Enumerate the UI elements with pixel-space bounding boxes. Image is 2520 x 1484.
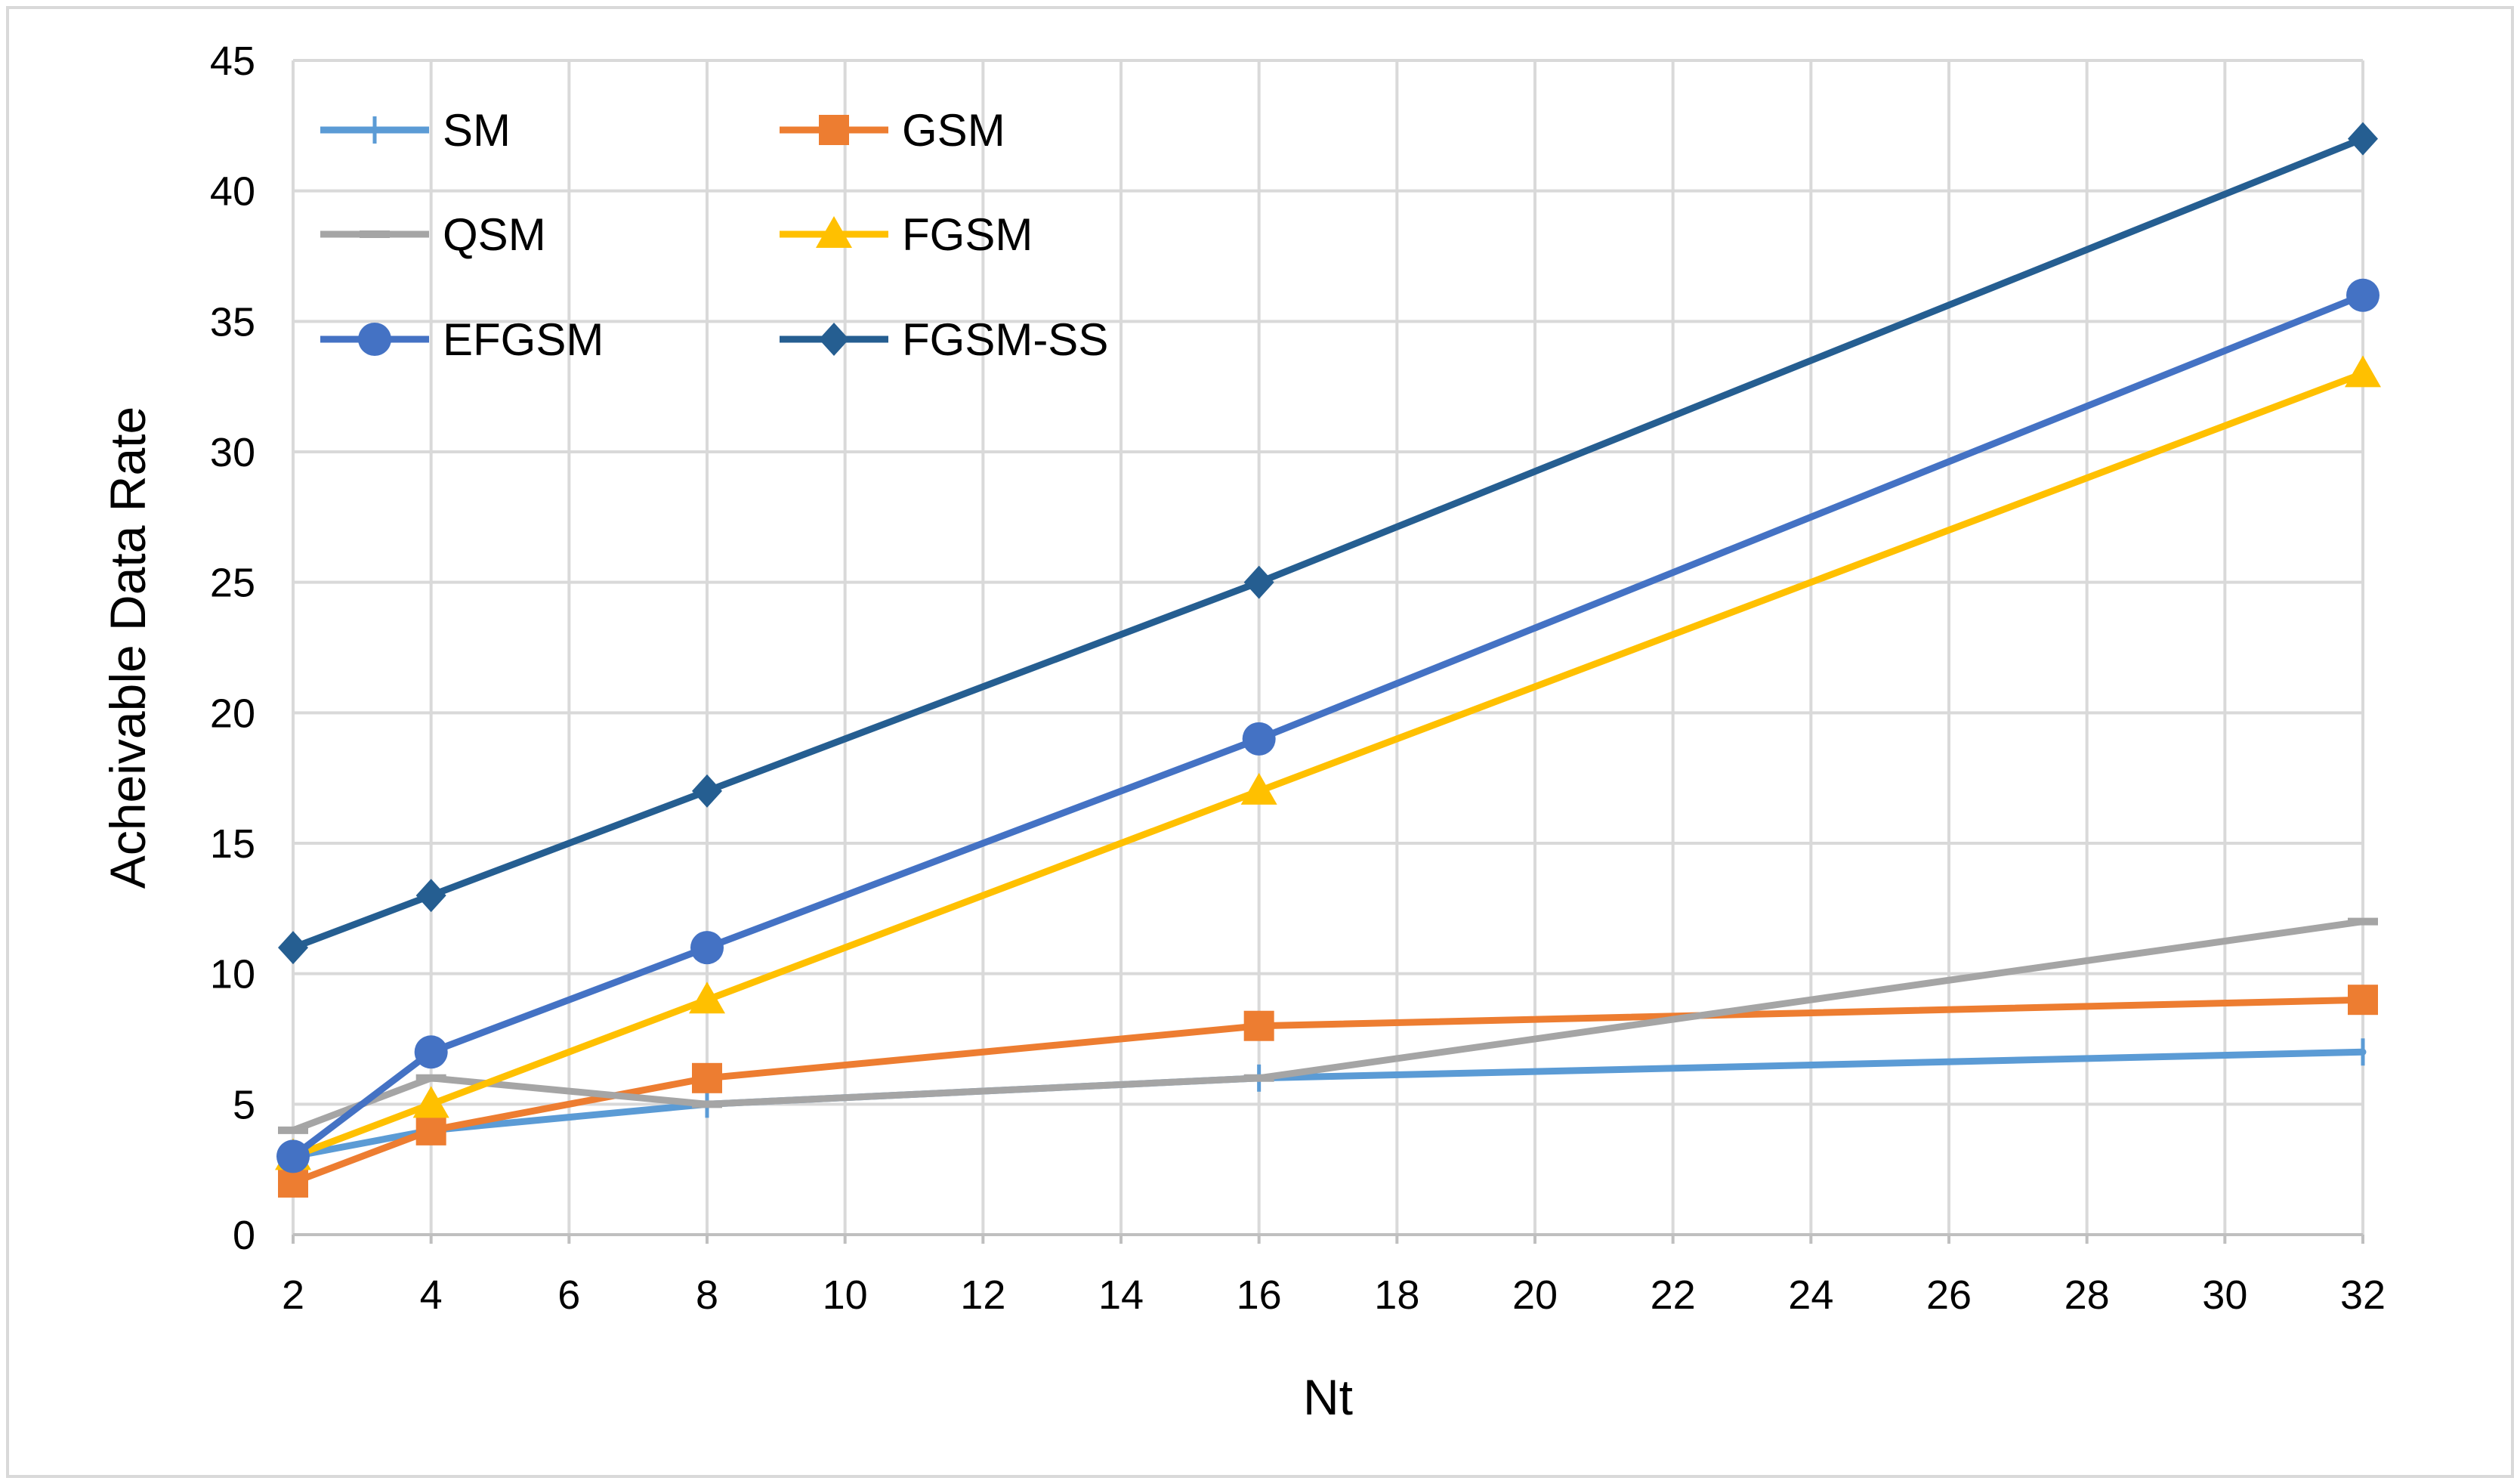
y-axis-title: Acheivable Data Rate (100, 407, 156, 889)
data-point-fgsm-8 (689, 982, 725, 1014)
legend-label-sm: SM (443, 105, 511, 156)
data-point-fgsm-ss-16 (1243, 565, 1274, 599)
x-tick-label: 20 (1512, 1272, 1558, 1318)
x-tick-label: 2 (282, 1272, 304, 1318)
x-tick-label: 8 (696, 1272, 718, 1318)
legend-label-qsm: QSM (443, 209, 546, 260)
x-tick-label: 28 (2064, 1272, 2110, 1318)
legend-label-fgsm-ss: FGSM-SS (902, 314, 1108, 365)
legend-marker-fgsm (816, 216, 852, 248)
legend-item-sm: SM (320, 105, 511, 156)
legend-item-gsm: GSM (780, 105, 1005, 156)
legend-item-fgsm: FGSM (780, 209, 1033, 260)
legend-label-gsm: GSM (902, 105, 1005, 156)
y-tick-label: 25 (210, 561, 255, 606)
data-point-fgsm-ss-2 (278, 931, 308, 965)
x-tick-label: 14 (1098, 1272, 1144, 1318)
series-qsm (278, 917, 2378, 1134)
data-point-efgsm-32 (2346, 278, 2379, 312)
data-point-gsm-16 (1243, 1010, 1274, 1041)
y-tick-label: 0 (233, 1213, 255, 1258)
legend-marker-efgsm (358, 323, 391, 356)
legend-marker-gsm (819, 115, 849, 145)
x-tick-label: 4 (420, 1272, 443, 1318)
data-point-fgsm-ss-4 (415, 879, 446, 913)
y-tick-label: 30 (210, 430, 255, 475)
data-point-efgsm-16 (1242, 722, 1276, 756)
x-tick-label: 18 (1374, 1272, 1419, 1318)
legend-label-efgsm: EFGSM (443, 314, 604, 365)
data-point-fgsm-ss-8 (692, 774, 722, 808)
x-tick-label: 30 (2202, 1272, 2247, 1318)
x-tick-label: 12 (960, 1272, 1005, 1318)
x-tick-label: 26 (1926, 1272, 1972, 1318)
x-tick-label: 6 (557, 1272, 580, 1318)
data-point-fgsm-16 (1240, 772, 1277, 805)
series-group (275, 122, 2381, 1198)
legend-item-efgsm: EFGSM (320, 314, 604, 365)
x-tick-label: 32 (2340, 1272, 2386, 1318)
series-efgsm (276, 278, 2379, 1173)
legend-item-qsm: QSM (320, 209, 546, 260)
y-tick-label: 20 (210, 691, 255, 736)
x-tick-label: 10 (823, 1272, 868, 1318)
data-point-fgsm-4 (412, 1086, 449, 1118)
data-point-fgsm-ss-32 (2348, 122, 2378, 156)
y-tick-label: 35 (210, 299, 255, 345)
data-point-fgsm-32 (2345, 355, 2381, 388)
data-point-efgsm-8 (690, 931, 724, 965)
legend-label-fgsm: FGSM (902, 209, 1033, 260)
y-tick-label: 10 (210, 952, 255, 997)
x-tick-label: 24 (1788, 1272, 1833, 1318)
x-tick-label: 22 (1651, 1272, 1696, 1318)
data-point-efgsm-4 (414, 1035, 448, 1069)
y-tick-label: 15 (210, 821, 255, 867)
y-tick-label: 5 (233, 1082, 255, 1127)
grid (292, 59, 2364, 1235)
legend: SM GSM QSM FGSM EFGSM FGSM-SS (320, 105, 1108, 365)
y-tick-label: 45 (210, 39, 255, 84)
legend-item-fgsm-ss: FGSM-SS (780, 314, 1108, 365)
data-point-gsm-4 (415, 1115, 446, 1145)
data-point-gsm-8 (692, 1062, 722, 1093)
data-point-gsm-32 (2348, 985, 2378, 1016)
x-tick-label: 16 (1237, 1272, 1282, 1318)
series-fgsm-ss (278, 122, 2378, 965)
x-axis-title: Nt (1303, 1369, 1353, 1425)
legend-marker-fgsm-ss (819, 323, 849, 356)
data-point-efgsm-2 (276, 1139, 310, 1173)
y-tick-label: 40 (210, 169, 255, 215)
